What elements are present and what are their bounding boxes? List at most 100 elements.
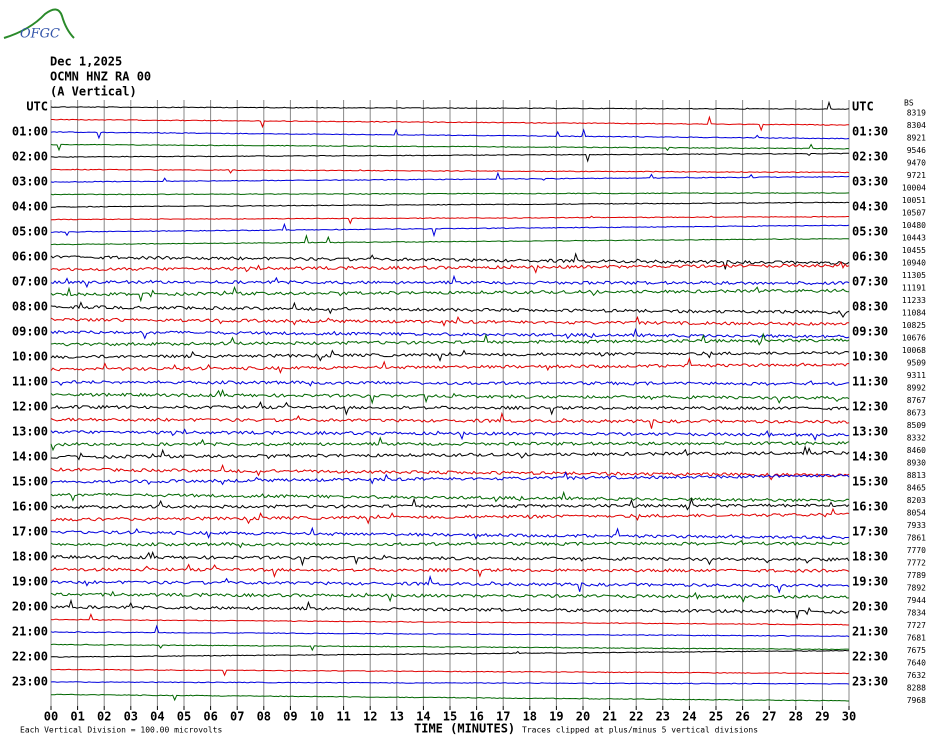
right-label: 17:30	[852, 525, 888, 539]
trace-value: 11191	[902, 284, 926, 293]
right-label: 09:30	[852, 325, 888, 339]
trace-value: 8813	[907, 471, 926, 480]
trace	[50, 539, 850, 549]
right-label: 15:30	[852, 475, 888, 489]
right-label: 03:30	[852, 175, 888, 189]
x-tick-label: 04	[150, 710, 164, 724]
trace-value: 8054	[907, 509, 926, 518]
x-tick-label: 26	[735, 710, 749, 724]
trace-value: 8673	[907, 409, 926, 418]
trace	[50, 526, 850, 540]
trace	[50, 356, 850, 375]
trace-value: 10004	[902, 184, 926, 193]
trace-value: 9311	[907, 371, 926, 380]
trace-value: 10480	[902, 221, 926, 230]
left-label: 07:00	[12, 275, 48, 289]
trace	[50, 152, 849, 163]
trace	[51, 115, 849, 132]
trace	[50, 388, 850, 405]
trace-value: 9546	[907, 146, 926, 155]
trace-value: 10051	[902, 196, 926, 205]
left-label: 19:00	[12, 575, 48, 589]
trace	[50, 401, 850, 416]
trace-value: 8288	[907, 684, 926, 693]
trace	[50, 668, 850, 677]
x-tick-label: 11	[336, 710, 350, 724]
left-label: 15:00	[12, 475, 48, 489]
left-label: 16:00	[12, 500, 48, 514]
trace	[50, 550, 850, 567]
trace	[50, 215, 849, 225]
date: Dec 1,2025	[50, 55, 122, 69]
trace	[50, 649, 850, 658]
trace-value: 10455	[902, 246, 926, 255]
trace	[50, 168, 850, 174]
trace-value: 10676	[902, 334, 926, 343]
left-label: 12:00	[12, 400, 48, 414]
trace-value: 11305	[902, 271, 926, 280]
trace	[50, 332, 850, 347]
left-label: 17:00	[12, 525, 48, 539]
trace	[50, 643, 850, 652]
trace-value: 8992	[907, 384, 926, 393]
left-label: 09:00	[12, 325, 48, 339]
trace	[51, 693, 849, 702]
trace-value: 7944	[907, 596, 926, 605]
trace-value: 7727	[907, 621, 926, 630]
trace-value: 10507	[902, 209, 926, 218]
x-tick-label: 27	[762, 710, 776, 724]
trace-value: 7632	[907, 671, 926, 680]
trace	[50, 445, 850, 461]
logo: OFGC	[3, 8, 75, 42]
x-tick-label: 16	[469, 710, 483, 724]
trace	[50, 471, 850, 486]
trace	[50, 507, 850, 525]
trace-value: 7834	[907, 609, 926, 618]
trace	[50, 192, 850, 196]
station: OCMN HNZ RA 00	[50, 70, 151, 84]
trace-value: 7772	[907, 559, 926, 568]
trace-value: 9721	[907, 171, 926, 180]
trace	[50, 436, 850, 452]
left-label: 01:00	[12, 125, 48, 139]
trace-value: 8460	[907, 446, 926, 455]
x-tick-label: 19	[549, 710, 563, 724]
x-tick-label: 06	[203, 710, 217, 724]
logo-text: OFGC	[20, 27, 60, 42]
x-tick-label: 21	[602, 710, 616, 724]
right-label: 11:30	[852, 375, 888, 389]
x-tick-label: 05	[177, 710, 191, 724]
x-tick-label: 03	[124, 710, 138, 724]
right-label: 16:30	[852, 500, 888, 514]
trace-value: 7933	[907, 521, 926, 530]
right-label: 04:30	[852, 200, 888, 214]
trace-value: 10068	[902, 346, 926, 355]
trace-value: 7640	[907, 659, 926, 668]
trace-value: 10940	[902, 259, 926, 268]
trace-value: 8319	[907, 109, 926, 118]
trace	[50, 128, 850, 140]
trace-value: 9470	[907, 159, 926, 168]
trace	[50, 624, 850, 638]
right-label: 18:30	[852, 550, 888, 564]
x-tick-label: 23	[656, 710, 670, 724]
trace	[50, 574, 850, 594]
trace-value: 10443	[902, 234, 926, 243]
left-label: 08:00	[12, 300, 48, 314]
x-tick-label: 01	[70, 710, 84, 724]
right-label: 01:30	[852, 125, 888, 139]
x-tick-label: 28	[789, 710, 803, 724]
right-label: 05:30	[852, 225, 888, 239]
trace-value: 8921	[907, 134, 926, 143]
left-label: 20:00	[12, 600, 48, 614]
x-tick-label: 12	[363, 710, 377, 724]
x-tick-label: 07	[230, 710, 244, 724]
trace	[50, 274, 850, 289]
trace	[50, 411, 850, 429]
trace-value: 8304	[907, 121, 926, 130]
clip-note: Traces clipped at plus/minus 5 vertical …	[522, 726, 758, 735]
right-label: 06:30	[852, 250, 888, 264]
trace-value: 7770	[907, 546, 926, 555]
trace-value: 8332	[907, 434, 926, 443]
